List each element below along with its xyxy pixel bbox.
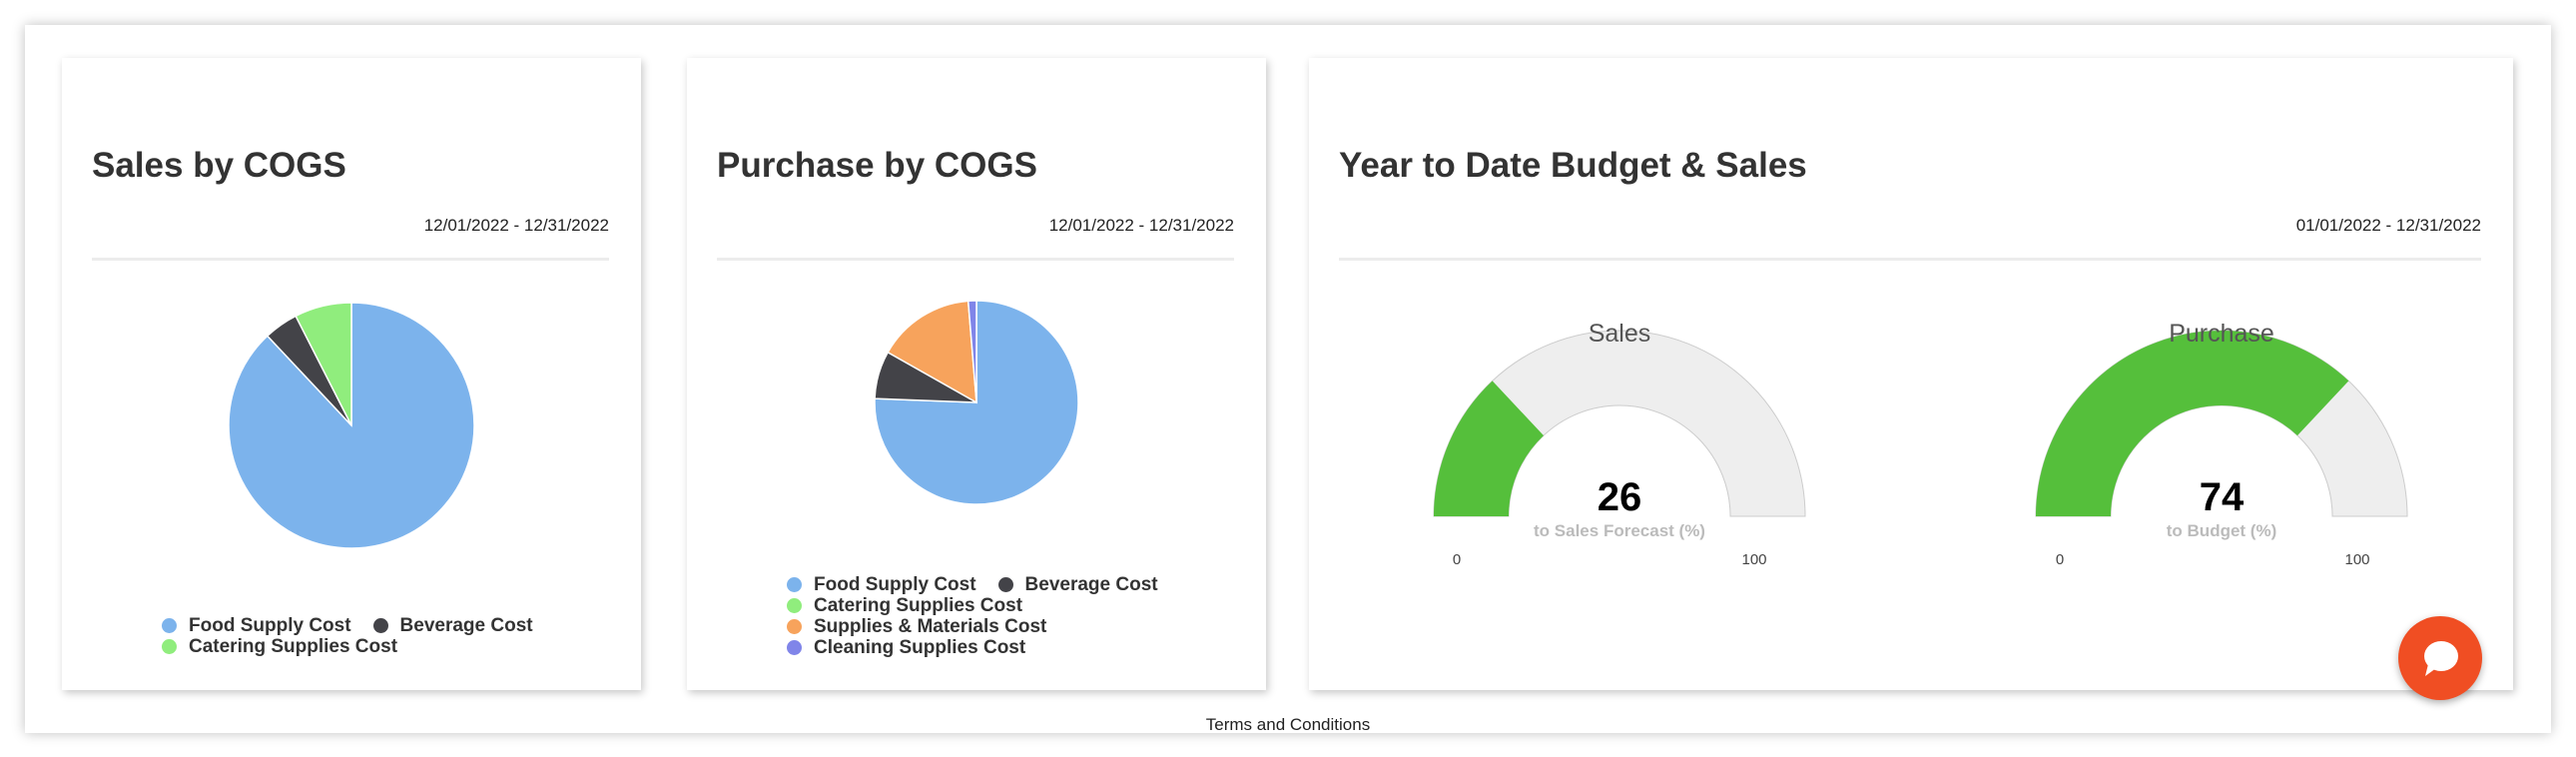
chat-bubble-icon xyxy=(2424,641,2458,676)
chat-button[interactable] xyxy=(2398,616,2482,700)
sales-gauge-min: 0 xyxy=(1452,551,1462,568)
sales-gauge-label: to Sales Forecast (%) xyxy=(1534,521,1705,540)
purchase-by-cogs-card: Purchase by COGS 12/01/2022 - 12/31/2022… xyxy=(687,58,1266,690)
sales-gauge-value: 26 xyxy=(1597,475,1642,519)
pie-slice-catering-supplies-cost[interactable] xyxy=(295,302,352,426)
purchase-gauge-min: 0 xyxy=(2055,551,2065,568)
divider xyxy=(1339,258,2481,261)
date-range: 01/01/2022 - 12/31/2022 xyxy=(2295,216,2481,235)
legend-dot xyxy=(787,619,802,634)
legend-label: Catering Supplies Cost xyxy=(189,636,398,657)
pie-slice-supplies-materials-cost[interactable] xyxy=(887,300,977,404)
legend-item-food-supply[interactable]: Food Supply Cost xyxy=(787,574,976,595)
legend-item-supplies-materials[interactable]: Supplies & Materials Cost xyxy=(787,616,1046,637)
purchase-legend: Food Supply Cost Beverage Cost Catering S… xyxy=(787,574,1180,658)
card-title: Year to Date Budget & Sales xyxy=(1339,146,1807,185)
legend-dot xyxy=(162,618,177,633)
legend-item-cleaning[interactable]: Cleaning Supplies Cost xyxy=(787,637,1025,658)
legend-label: Cleaning Supplies Cost xyxy=(814,637,1026,658)
divider xyxy=(92,258,609,261)
legend-dot xyxy=(787,598,802,613)
gauge-charts xyxy=(1433,330,2408,517)
ytd-budget-sales-card: Year to Date Budget & Sales 01/01/2022 -… xyxy=(1309,58,2513,690)
date-range: 12/01/2022 - 12/31/2022 xyxy=(423,216,609,235)
legend-label: Beverage Cost xyxy=(1024,574,1158,595)
legend-label: Food Supply Cost xyxy=(814,574,976,595)
purchase-gauge-value: 74 xyxy=(2199,475,2245,519)
purchase-gauge-label: to Budget (%) xyxy=(2166,521,2277,540)
legend-item-food-supply[interactable]: Food Supply Cost xyxy=(162,615,351,636)
date-range: 12/01/2022 - 12/31/2022 xyxy=(1048,216,1234,235)
legend-dot xyxy=(372,618,388,633)
legend-label: Beverage Cost xyxy=(399,615,533,636)
sales-legend: Food Supply Cost Beverage Cost Catering S… xyxy=(162,615,555,657)
legend-dot xyxy=(787,577,802,592)
pie-slice-cleaning-supplies-cost[interactable] xyxy=(966,300,977,403)
gauge-track xyxy=(1433,330,1806,517)
sales-pie-chart xyxy=(228,302,475,549)
legend-label: Supplies & Materials Cost xyxy=(814,616,1047,637)
legend-dot xyxy=(997,577,1013,592)
terms-and-conditions-link[interactable]: Terms and Conditions xyxy=(1205,715,1371,733)
dashboard-panel: Sales by COGS 12/01/2022 - 12/31/2022 Fo… xyxy=(25,25,2551,733)
legend-label: Food Supply Cost xyxy=(189,615,351,636)
sales-gauge-max: 100 xyxy=(1741,551,1767,568)
legend-item-catering[interactable]: Catering Supplies Cost xyxy=(787,595,1022,616)
purchase-gauge-title: Purchase xyxy=(2169,320,2274,348)
gauge-fill-sales[interactable] xyxy=(1434,380,1545,516)
sales-by-cogs-card: Sales by COGS 12/01/2022 - 12/31/2022 Fo… xyxy=(62,58,641,690)
legend-item-beverage[interactable]: Beverage Cost xyxy=(372,615,533,636)
card-title: Sales by COGS xyxy=(92,146,346,185)
divider xyxy=(717,258,1234,261)
legend-item-catering[interactable]: Catering Supplies Cost xyxy=(162,636,397,657)
legend-dot xyxy=(162,639,177,654)
legend-item-beverage[interactable]: Beverage Cost xyxy=(997,574,1158,595)
legend-dot xyxy=(787,640,802,655)
gauge-fill-purchase[interactable] xyxy=(2036,330,2349,516)
purchase-gauge-max: 100 xyxy=(2344,551,2370,568)
sales-gauge-title: Sales xyxy=(1588,320,1651,348)
card-title: Purchase by COGS xyxy=(717,146,1037,185)
legend-label: Catering Supplies Cost xyxy=(814,595,1023,616)
purchase-pie-chart xyxy=(874,300,1079,505)
